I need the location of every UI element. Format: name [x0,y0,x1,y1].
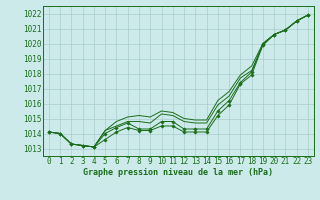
X-axis label: Graphe pression niveau de la mer (hPa): Graphe pression niveau de la mer (hPa) [84,168,273,177]
